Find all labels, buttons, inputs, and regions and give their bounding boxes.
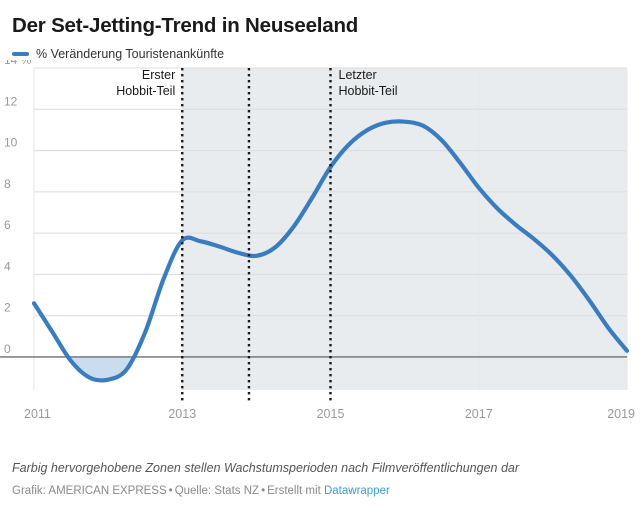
y-axis-tick-label: 0	[4, 342, 11, 356]
footer-credit-source: Quelle: Stats NZ	[174, 484, 260, 497]
y-axis-tick-label: 4	[4, 259, 11, 273]
footer-note: Farbig hervorgehobene Zonen stellen Wach…	[12, 461, 520, 475]
y-axis-tick-label: 10	[4, 136, 18, 150]
legend-line-swatch	[12, 52, 29, 56]
chart-legend: % Veränderung Touristenankünfte	[0, 38, 640, 61]
footer-credit-tool-prefix: Erstellt mit	[267, 484, 321, 497]
annotation-label-line2: Hobbit-Teil	[339, 84, 398, 98]
footer-credit: Grafik: AMERICAN EXPRESS • Quelle: Stats N…	[12, 484, 628, 498]
plot-area: 0 2 4 6 8 10 12 14 % 2011 2013 2015 2017 2019 Erster H…	[0, 60, 640, 435]
annotation-label-line2: Hobbit-Teil	[116, 84, 175, 98]
page-title: Der Set-Jetting-Trend in Neuseeland	[12, 14, 359, 37]
y-axis-tick-label: 12	[4, 94, 18, 108]
chart-footer: Farbig hervorgehobene Zonen stellen Wach…	[0, 461, 640, 507]
x-axis-tick-label: 2017	[465, 407, 493, 421]
x-axis-tick-label: 2011	[24, 407, 51, 421]
footer-sep-2: •	[261, 484, 266, 497]
annotation-label-line1: Erster	[142, 68, 175, 82]
y-axis-tick-label: 14 %	[4, 60, 32, 67]
footer-credit-graphic: Grafik: AMERICAN EXPRESS	[12, 484, 167, 497]
x-axis-tick-label: 2015	[317, 407, 345, 421]
x-axis-tick-label: 2019	[607, 407, 635, 421]
y-axis-tick-label: 8	[4, 177, 11, 191]
x-axis-tick-label: 2013	[168, 407, 196, 421]
line-chart: 0 2 4 6 8 10 12 14 % 2011 2013 2015 2017 2019 Erster H…	[0, 60, 635, 421]
y-axis-tick-label: 6	[4, 218, 11, 232]
series-line-touristenankuenfte[interactable]	[31, 119, 630, 383]
datawrapper-link[interactable]: Datawrapper	[323, 484, 390, 497]
footer-sep-1: •	[168, 484, 173, 497]
legend-series-label: % Veränderung Touristenankünfte	[36, 46, 225, 61]
y-axis-tick-label: 2	[4, 301, 11, 315]
annotation-label-line1: Letzter	[339, 68, 377, 82]
